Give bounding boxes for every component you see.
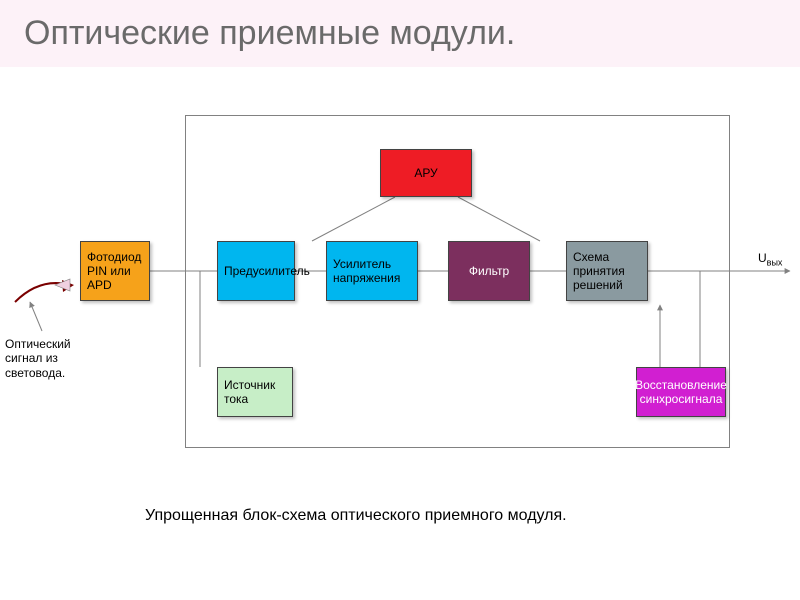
block-decision: Схема принятия решений bbox=[566, 241, 648, 301]
block-clockrec: Восстановление синхросигнала bbox=[636, 367, 726, 417]
block-decision-label: Схема принятия решений bbox=[573, 250, 641, 292]
u-out-sub: вых bbox=[767, 257, 783, 267]
diagram-caption: Упрощенная блок-схема оптического приемн… bbox=[145, 507, 567, 525]
block-clockrec-label: Восстановление синхросигнала bbox=[635, 378, 727, 406]
diagram-canvas: Фотодиод PIN или APD Предусилитель Усили… bbox=[0, 67, 800, 567]
block-photodiode-label: Фотодиод PIN или APD bbox=[87, 250, 143, 292]
block-agc: АРУ bbox=[380, 149, 472, 197]
title-bar: Оптические приемные модули. bbox=[0, 0, 800, 67]
block-agc-label: АРУ bbox=[414, 166, 437, 180]
block-current: Источник тока bbox=[217, 367, 293, 417]
block-preamp: Предусилитель bbox=[217, 241, 295, 301]
block-preamp-label: Предусилитель bbox=[224, 264, 310, 278]
block-filter: Фильтр bbox=[448, 241, 530, 301]
u-out-symbol: U bbox=[758, 251, 767, 265]
block-current-label: Источник тока bbox=[224, 378, 286, 406]
label-optical-input: Оптический сигнал из световода. bbox=[5, 337, 95, 380]
block-voltamp-label: Усилитель напряжения bbox=[333, 257, 411, 285]
block-photodiode: Фотодиод PIN или APD bbox=[80, 241, 150, 301]
label-u-out: Uвых bbox=[758, 251, 782, 268]
page-title: Оптические приемные модули. bbox=[24, 14, 515, 52]
block-filter-label: Фильтр bbox=[469, 264, 509, 278]
block-voltamp: Усилитель напряжения bbox=[326, 241, 418, 301]
